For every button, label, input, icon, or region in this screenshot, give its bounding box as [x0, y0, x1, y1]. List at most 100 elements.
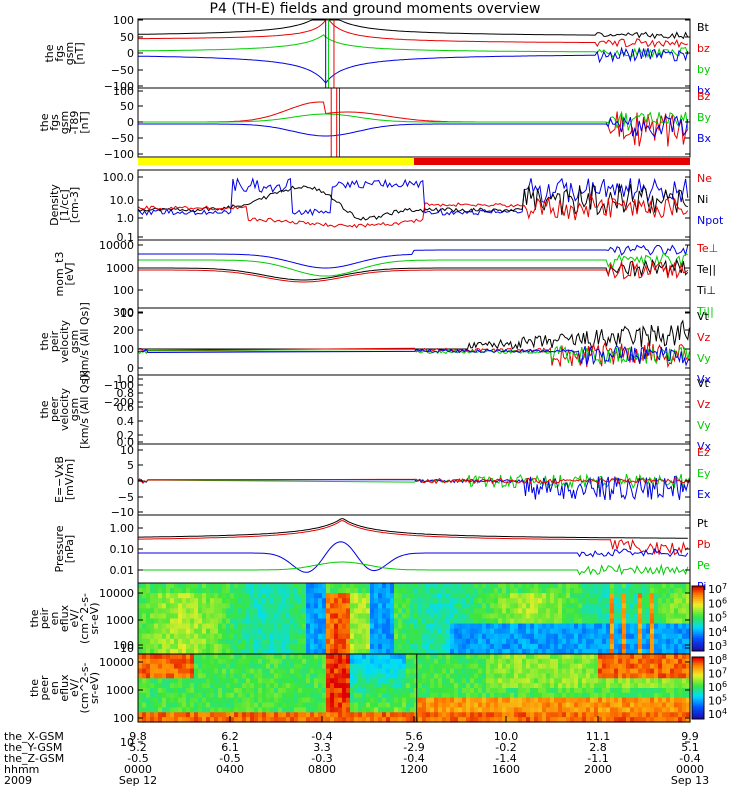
y-tick-label: 10000	[99, 656, 134, 669]
spectro-cell	[442, 588, 447, 594]
spectro-cell	[458, 654, 463, 660]
spectro-cell	[190, 583, 195, 589]
spectro-cell	[278, 697, 283, 704]
y-tick-label: 0	[127, 362, 134, 375]
spectro-cell	[394, 707, 399, 713]
spectro-cell	[606, 583, 611, 589]
spectro-cell	[170, 603, 175, 609]
spectro-cell	[214, 648, 219, 655]
spectro-cell	[362, 683, 367, 689]
spectro-cell	[462, 712, 467, 718]
spectro-cell	[366, 643, 371, 650]
spectro-cell	[482, 683, 487, 689]
spectro-cell	[618, 717, 623, 723]
spectro-cell	[262, 583, 267, 589]
spectro-cell	[238, 623, 243, 630]
spectro-cell	[334, 707, 339, 713]
spectro-cell	[142, 697, 147, 704]
spectro-cell	[650, 608, 655, 615]
spectro-cell	[442, 673, 447, 679]
spectro-cell	[358, 643, 363, 650]
spectro-cell	[530, 648, 535, 655]
spectro-cell	[242, 688, 247, 694]
colorbar-cell	[692, 692, 704, 695]
series-pi	[138, 541, 689, 573]
legend-entry: Vz	[697, 331, 711, 344]
spectro-cell	[386, 683, 391, 689]
spectro-cell	[626, 633, 631, 640]
spectro-cell	[654, 628, 659, 635]
spectro-cell	[646, 673, 651, 679]
spectro-cell	[150, 603, 155, 609]
spectro-cell	[490, 707, 495, 713]
footer-value: 0800	[308, 763, 336, 776]
spectro-cell	[566, 638, 571, 645]
spectro-cell	[550, 598, 555, 604]
spectro-cell	[630, 697, 635, 704]
legend-entry: bx	[697, 84, 711, 97]
spectro-cell	[194, 618, 199, 625]
spectro-cell	[658, 668, 663, 675]
spectro-cell	[154, 628, 159, 635]
spectro-cell	[334, 593, 339, 599]
spectro-cell	[302, 697, 307, 704]
spectro-cell	[342, 697, 347, 704]
spectro-cell	[174, 702, 179, 709]
spectro-cell	[310, 588, 315, 594]
spectro-cell	[230, 608, 235, 615]
spectro-cell	[350, 712, 355, 718]
spectro-cell	[206, 613, 211, 620]
y-tick-label: 0.0	[117, 436, 135, 449]
spectro-cell	[586, 633, 591, 640]
spectro-cell	[354, 598, 359, 604]
spectro-cell	[662, 583, 667, 589]
spectro-cell	[430, 603, 435, 609]
spectro-cell	[258, 712, 263, 718]
spectro-cell	[142, 668, 147, 675]
spectro-cell	[510, 707, 515, 713]
spectro-cell	[646, 707, 651, 713]
spectro-cell	[286, 613, 291, 620]
spectro-cell	[254, 668, 259, 675]
spectro-cell	[658, 673, 663, 679]
spectro-cell	[170, 688, 175, 694]
spectro-cell	[474, 663, 479, 670]
spectro-cell	[258, 638, 263, 645]
spectro-cell	[182, 683, 187, 689]
spectro-cell	[378, 717, 383, 723]
spectro-cell	[154, 663, 159, 670]
spectro-cell	[618, 618, 623, 625]
spectro-cell	[442, 633, 447, 640]
spectro-cell	[226, 633, 231, 640]
spectro-cell	[166, 603, 171, 609]
spectro-cell	[334, 654, 339, 660]
spectro-cell	[510, 697, 515, 704]
spectro-cell	[330, 628, 335, 635]
spectro-cell	[474, 712, 479, 718]
spectro-cell	[558, 623, 563, 630]
spectro-cell	[290, 583, 295, 589]
spectro-cell	[374, 648, 379, 655]
spectro-cell	[478, 654, 483, 660]
spectro-cell	[214, 593, 219, 599]
spectro-cell	[606, 683, 611, 689]
spectro-cell	[502, 643, 507, 650]
spectro-cell	[262, 618, 267, 625]
spectro-cell	[342, 603, 347, 609]
spectro-cell	[430, 613, 435, 620]
spectro-cell	[142, 654, 147, 660]
spectro-cell	[378, 692, 383, 699]
spectro-cell	[322, 697, 327, 704]
spectro-cell	[150, 648, 155, 655]
spectro-cell	[442, 613, 447, 620]
spectro-cell	[506, 707, 511, 713]
spectro-cell	[514, 608, 519, 615]
spectro-cell	[386, 678, 391, 684]
spectro-cell	[226, 697, 231, 704]
y-tick-label: 10000	[99, 587, 134, 600]
spectro-cell	[534, 643, 539, 650]
spectro-cell	[470, 712, 475, 718]
spectro-cell	[578, 598, 583, 604]
spectro-cell	[510, 688, 515, 694]
spectro-cell	[194, 688, 199, 694]
